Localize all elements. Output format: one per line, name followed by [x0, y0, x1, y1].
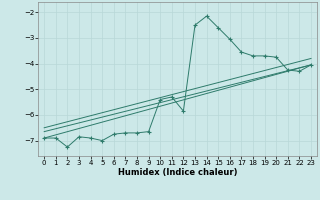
X-axis label: Humidex (Indice chaleur): Humidex (Indice chaleur): [118, 168, 237, 177]
